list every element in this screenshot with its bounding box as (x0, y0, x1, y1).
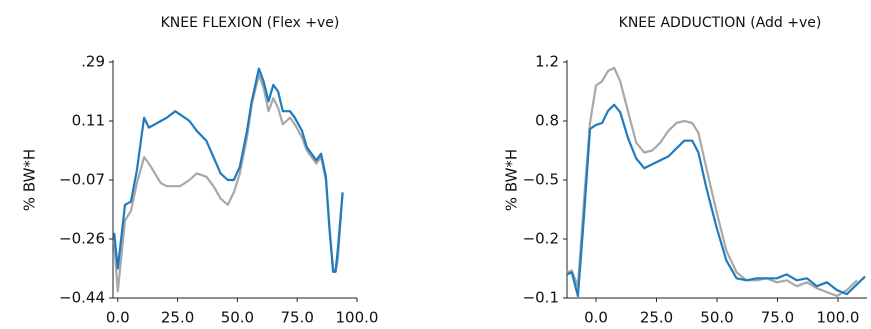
y-tick-label: 1.2 (535, 53, 559, 71)
y-tick-label: −0.5 (523, 171, 559, 189)
x-tick-label: 75.0 (280, 309, 313, 327)
data-line (566, 66, 858, 298)
y-tick-label: −0.07 (59, 171, 105, 189)
x-tick-label: 100.0 (336, 309, 379, 327)
x-tick-label: 50.0 (700, 309, 733, 327)
y-tick-label: 0.8 (535, 112, 559, 130)
y-tick-label: 0.11 (72, 112, 105, 130)
chart-title: KNEE ADDUCTION (Add +ve) (619, 15, 822, 31)
x-tick-label: 75.0 (761, 309, 794, 327)
x-tick-label: 25.0 (640, 309, 673, 327)
x-tick-label: 0.0 (584, 309, 608, 327)
y-tick-label: −0.2 (523, 230, 559, 248)
y-axis-label: % BW*H (503, 149, 521, 211)
y-axis-label: % BW*H (21, 149, 39, 211)
data-line (113, 74, 344, 293)
chart-title: KNEE FLEXION (Flex +ve) (161, 15, 340, 31)
y-tick-label: −0.1 (523, 289, 559, 307)
y-tick-label: −0.44 (59, 289, 105, 307)
x-tick-label: 50.0 (221, 309, 254, 327)
x-tick-label: 25.0 (161, 309, 194, 327)
data-line (113, 67, 344, 273)
y-tick-label: −0.26 (59, 230, 105, 248)
x-tick-label: 100.0 (816, 309, 859, 327)
y-tick-label: .29 (81, 53, 105, 71)
x-tick-label: 0.0 (106, 309, 130, 327)
data-line (566, 103, 866, 298)
